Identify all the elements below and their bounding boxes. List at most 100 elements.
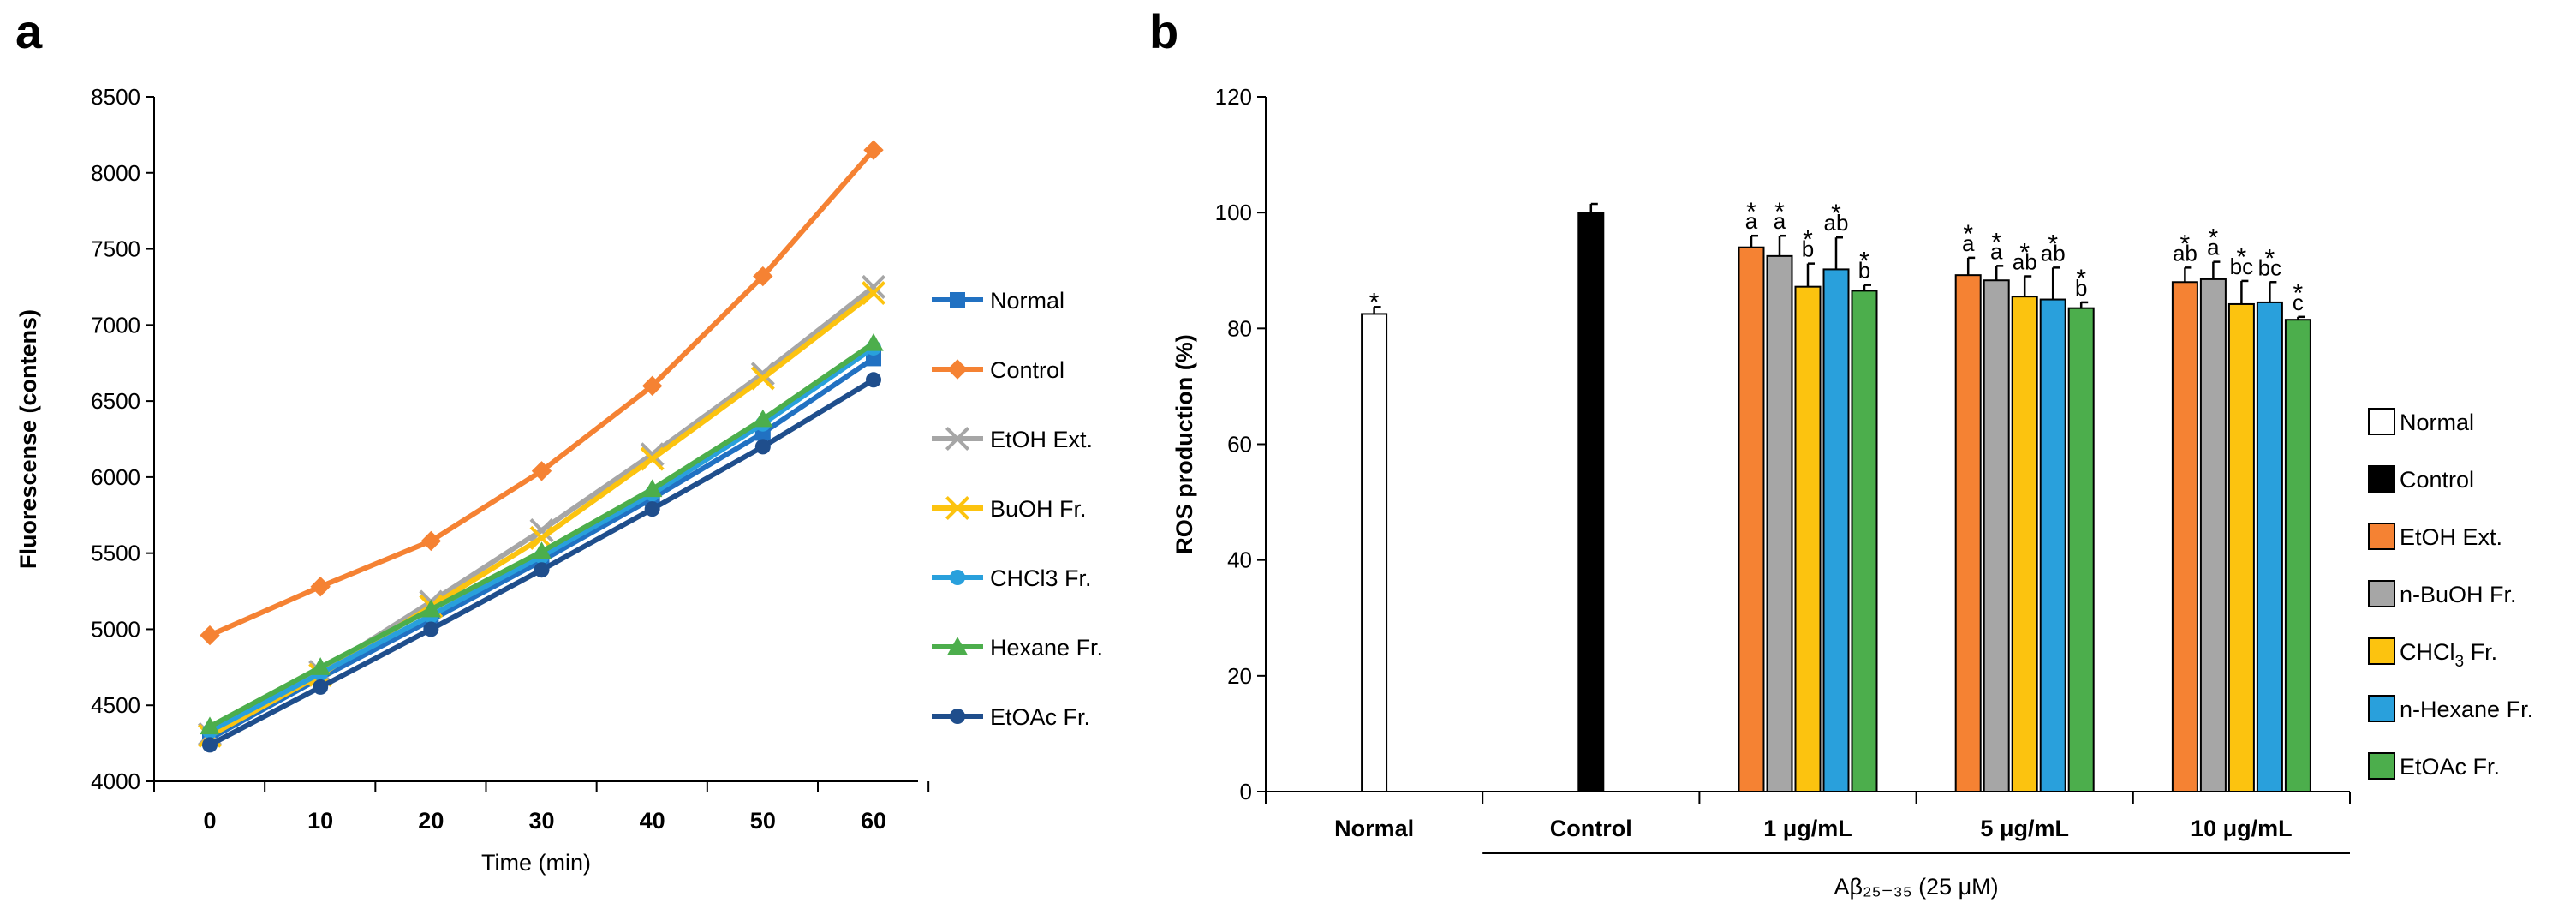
a-x-tick-label: 0 — [203, 808, 216, 834]
legend-label-suffix: Fr. — [2464, 639, 2497, 665]
significance-letter: a — [2207, 235, 2220, 260]
data-point-diamond — [753, 266, 773, 287]
data-point-triangle — [200, 716, 220, 735]
a-legend: Normal Control EtOH Ext. BuOH Fr. CHCl3 Fr. H… — [932, 288, 1103, 730]
significance-star: * — [1991, 228, 2001, 256]
legend-label: Control — [2400, 467, 2474, 493]
a-x-axis-label: Time (min) — [481, 850, 591, 876]
significance-letter: bc — [2258, 254, 2281, 280]
significance-star: * — [2209, 224, 2219, 253]
data-point-triangle — [947, 637, 968, 655]
data-point-square — [866, 350, 881, 367]
bar — [1822, 268, 1850, 793]
b-y-tick-label: 120 — [1215, 84, 1252, 110]
legend-label-subscript: 3 — [2455, 653, 2465, 671]
data-point-circle — [534, 562, 550, 578]
significance-star: * — [2265, 244, 2275, 272]
bar — [1794, 285, 1822, 792]
a-y-tick-label: 8500 — [91, 84, 140, 110]
bar — [2256, 301, 2283, 792]
bar-group-4: ab* a*bc* bc*c* — [2171, 224, 2311, 793]
significance-star: * — [2237, 243, 2247, 272]
legend-swatch — [2368, 465, 2395, 493]
b-category-label: 5 μg/mL — [1980, 816, 2069, 841]
bar — [2039, 298, 2066, 792]
legend-label: EtOH Ext. — [990, 427, 1093, 452]
significance-letter: a — [1774, 208, 1786, 234]
significance-letter: a — [1962, 230, 1975, 256]
b-category-label: Control — [1550, 816, 1632, 841]
a-y-tick-label: 8000 — [91, 160, 140, 186]
x-marker-stroke — [861, 281, 886, 306]
bar — [1738, 246, 1765, 792]
a-x-tick-label: 30 — [528, 808, 554, 834]
data-point-diamond — [531, 461, 552, 481]
a-y-tick-label: 7500 — [91, 236, 140, 262]
significance-letter: a — [1745, 208, 1758, 234]
data-point-diamond — [420, 530, 442, 552]
x-marker-stroke — [861, 274, 886, 299]
x-marker-stroke — [945, 426, 970, 452]
significance-letter: bc — [2230, 254, 2253, 279]
b-category-label: Normal — [1334, 816, 1414, 841]
data-point-circle — [644, 501, 660, 517]
data-point-x — [750, 366, 775, 391]
a-y-tick-label: 7000 — [91, 312, 140, 338]
a-y-tick-label: 6000 — [91, 464, 140, 490]
b-y-tick-label: 0 — [1240, 779, 1252, 804]
significance-star: * — [2180, 230, 2191, 258]
significance-letter: b — [1858, 258, 1870, 284]
data-point-triangle — [310, 657, 331, 675]
bar — [1954, 274, 1982, 792]
data-point-diamond — [200, 625, 220, 646]
significance-star: * — [1803, 226, 1813, 254]
series-line — [208, 290, 875, 739]
bar-group-3: a*a*ab* ab*b* — [1954, 220, 2095, 793]
legend-label: Hexane Fr. — [990, 635, 1103, 661]
series-line — [208, 284, 875, 737]
data-point-triangle — [641, 479, 663, 498]
data-point-triangle — [863, 332, 884, 351]
data-point-x — [861, 274, 886, 299]
data-point-triangle — [420, 599, 442, 618]
bar — [2067, 307, 2095, 793]
legend-label: Control — [990, 357, 1064, 383]
significance-letter: b — [1802, 236, 1814, 262]
legend-label: EtOAc Fr. — [2400, 754, 2500, 780]
significance-letter: c — [2293, 290, 2304, 315]
data-point-square — [950, 292, 965, 308]
significance-star: * — [1963, 220, 1973, 248]
data-point-diamond — [641, 375, 663, 397]
b-category-label: 10 μg/mL — [2191, 816, 2293, 841]
data-point-x — [529, 518, 554, 543]
a-x-tick-label: 10 — [307, 808, 333, 834]
bar — [1361, 313, 1388, 792]
data-point-diamond — [310, 577, 331, 597]
legend-label: CHCl3 Fr. — [990, 565, 1092, 591]
panel-a-letter: a — [15, 4, 43, 58]
legend-swatch — [2368, 637, 2395, 665]
bar-group-0: * — [1361, 288, 1388, 792]
legend-label: Normal — [2400, 410, 2474, 435]
significance-star: * — [1774, 198, 1785, 226]
b-y-tick-label: 100 — [1215, 200, 1252, 225]
legend-label-text: EtOH Ext. — [2400, 524, 2502, 550]
bar — [1577, 212, 1605, 792]
b-legend: Normal Control EtOH Ext. n-BuOH Fr. CHCl3 Fr… — [2368, 408, 2533, 780]
series-hexane-fr- — [200, 332, 884, 735]
a-x-tick-label: 20 — [418, 808, 444, 834]
bar — [2199, 278, 2227, 792]
bar — [1851, 290, 1878, 792]
b-y-tick-label: 40 — [1227, 547, 1252, 573]
bar-group-1 — [1577, 202, 1605, 792]
chart-b: 0 20 40 60 80 100 120 ROS production (%) Normal C… — [1172, 84, 2533, 900]
data-point-circle — [423, 621, 439, 637]
b-category-label: 1 μg/mL — [1763, 816, 1852, 841]
significance-star: * — [1831, 200, 1841, 228]
bar — [2011, 296, 2038, 793]
series-control — [200, 140, 884, 646]
significance-letter: ab — [2012, 249, 2037, 275]
significance-star: * — [1859, 248, 1869, 276]
legend-label: n-BuOH Fr. — [2400, 582, 2517, 607]
